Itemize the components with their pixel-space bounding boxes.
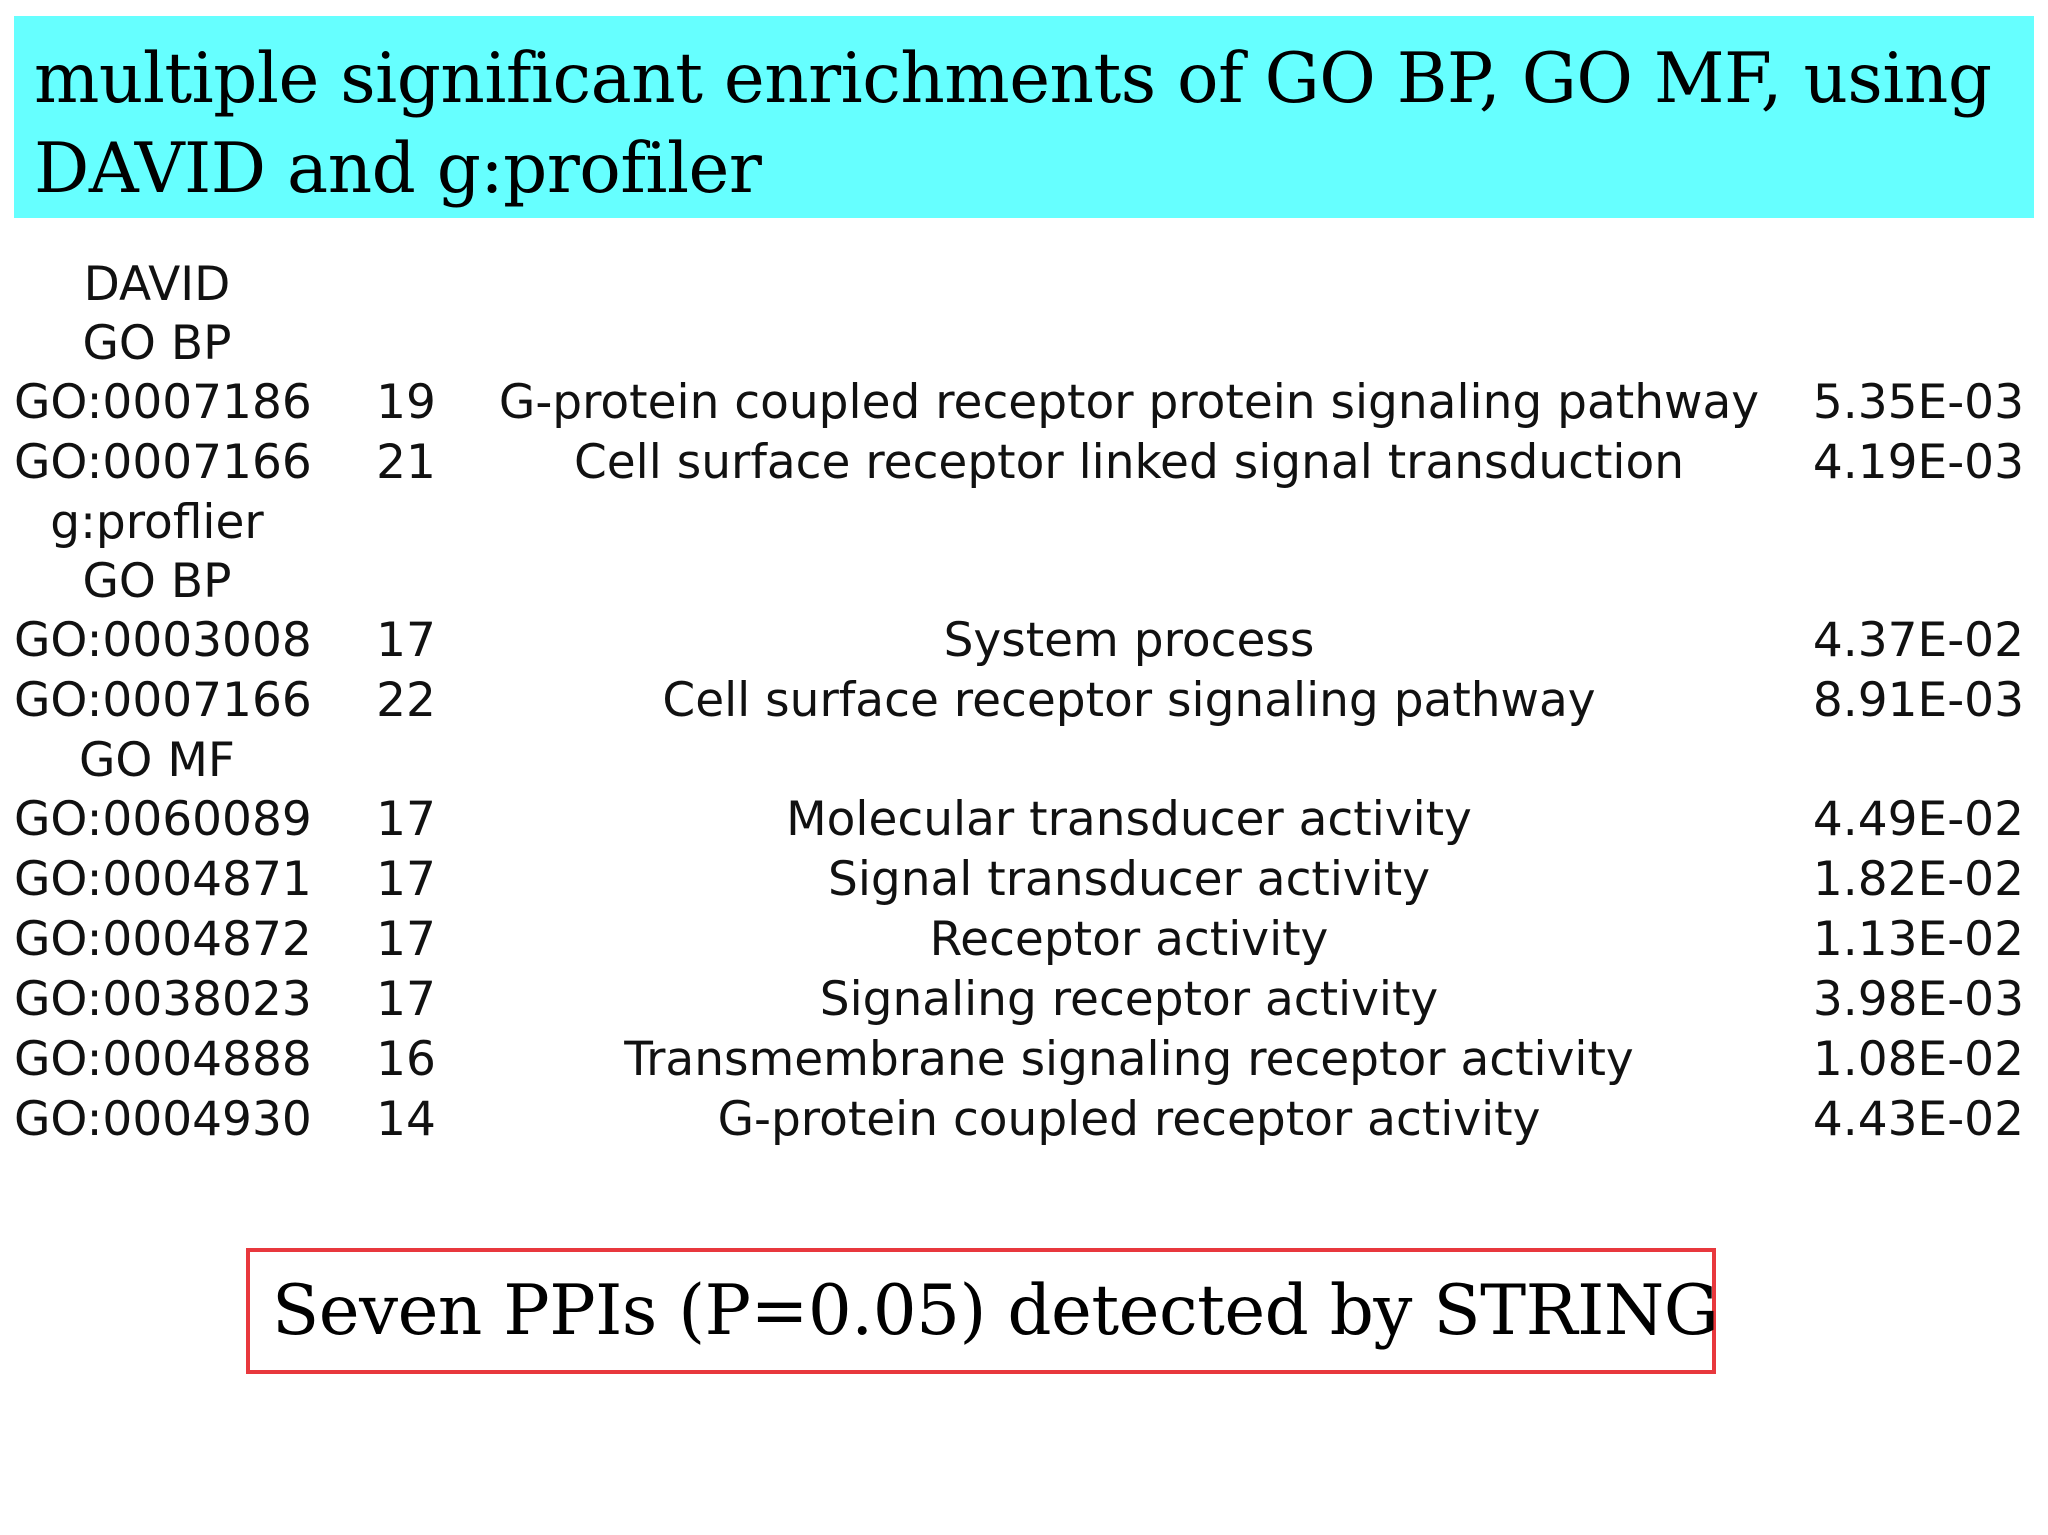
go-id: GO:0007166 [14, 673, 312, 728]
gene-count: 17 [376, 972, 436, 1027]
table-row: GO:0003008 17 System process 4.37E-02 [14, 611, 2024, 671]
go-id: GO:0038023 [14, 972, 312, 1027]
enrichment-results-table: DAVID GO BP GO:0007186 19 G-protein coupled … [14, 255, 2024, 1150]
section-label-row: GO BP [14, 314, 2024, 373]
gene-count: 21 [376, 435, 436, 490]
p-value: 5.35E-03 [1812, 375, 2024, 430]
section-label: GO BP [82, 316, 232, 371]
section-label: g:proflier [50, 495, 264, 550]
go-id: GO:0007166 [14, 435, 312, 490]
table-row: GO:0007166 22 Cell surface receptor signal… [14, 671, 2024, 731]
p-value: 4.19E-03 [1812, 435, 2024, 490]
gene-count: 17 [376, 852, 436, 907]
go-term: Transmembrane signaling receptor activit… [624, 1032, 1634, 1087]
go-term: Signaling receptor activity [819, 972, 1439, 1027]
go-term: G-protein coupled receptor activity [717, 1092, 1541, 1147]
ppi-callout-box: Seven PPIs (P=0.05) detected by STRING [246, 1248, 1719, 1374]
p-value: 4.43E-02 [1812, 1092, 2024, 1147]
gene-count: 14 [376, 1092, 436, 1147]
p-value: 4.37E-02 [1812, 613, 2024, 668]
go-term: Cell surface receptor signaling pathway [662, 673, 1596, 728]
table-row: GO:0060089 17 Molecular transducer activit… [14, 790, 2024, 850]
section-label-row: g:proflier [14, 493, 2024, 552]
gene-count: 19 [376, 375, 436, 430]
p-value: 1.08E-02 [1812, 1032, 2024, 1087]
table-row: GO:0004871 17 Signal transducer activity 1.… [14, 850, 2024, 910]
gene-count: 17 [376, 792, 436, 847]
gene-count: 17 [376, 912, 436, 967]
section-label: GO BP [82, 554, 232, 609]
p-value: 1.82E-02 [1812, 852, 2024, 907]
go-term: Signal transducer activity [827, 852, 1431, 907]
table-row: GO:0004930 14 G-protein coupled receptor a… [14, 1090, 2024, 1150]
table-row: GO:0004888 16 Transmembrane signaling rece… [14, 1030, 2024, 1090]
p-value: 4.49E-02 [1812, 792, 2024, 847]
section-label: GO MF [79, 733, 235, 788]
table-row: GO:0007186 19 G-protein coupled receptor p… [14, 373, 2024, 433]
p-value: 1.13E-02 [1812, 912, 2024, 967]
gene-count: 17 [376, 613, 436, 668]
go-id: GO:0004930 [14, 1092, 312, 1147]
title-banner: multiple significant enrichments of GO B… [14, 16, 2034, 218]
go-term: Receptor activity [929, 912, 1329, 967]
go-id: GO:0004872 [14, 912, 312, 967]
go-term: System process [943, 613, 1315, 668]
section-label-row: GO BP [14, 552, 2024, 611]
banner-title-line-1: multiple significant enrichments of GO B… [34, 39, 1992, 119]
section-label: DAVID [83, 257, 231, 312]
section-label-row: GO MF [14, 731, 2024, 790]
banner-title-line-2: DAVID and g:profiler [34, 129, 762, 209]
gene-count: 22 [376, 673, 436, 728]
p-value: 8.91E-03 [1812, 673, 2024, 728]
go-term: Cell surface receptor linked signal tran… [573, 435, 1685, 490]
go-id: GO:0004888 [14, 1032, 312, 1087]
table-row: GO:0004872 17 Receptor activity 1.13E-02 [14, 910, 2024, 970]
p-value: 3.98E-03 [1812, 972, 2024, 1027]
table-row: GO:0038023 17 Signaling receptor activity 3… [14, 970, 2024, 1030]
go-id: GO:0004871 [14, 852, 312, 907]
section-label-row: DAVID [14, 255, 2024, 314]
go-term: Molecular transducer activity [786, 792, 1472, 847]
go-id: GO:0060089 [14, 792, 312, 847]
gene-count: 16 [376, 1032, 436, 1087]
go-term: G-protein coupled receptor protein signa… [498, 375, 1760, 430]
table-row: GO:0007166 21 Cell surface receptor linked… [14, 433, 2024, 493]
go-id: GO:0003008 [14, 613, 312, 668]
go-id: GO:0007186 [14, 375, 312, 430]
